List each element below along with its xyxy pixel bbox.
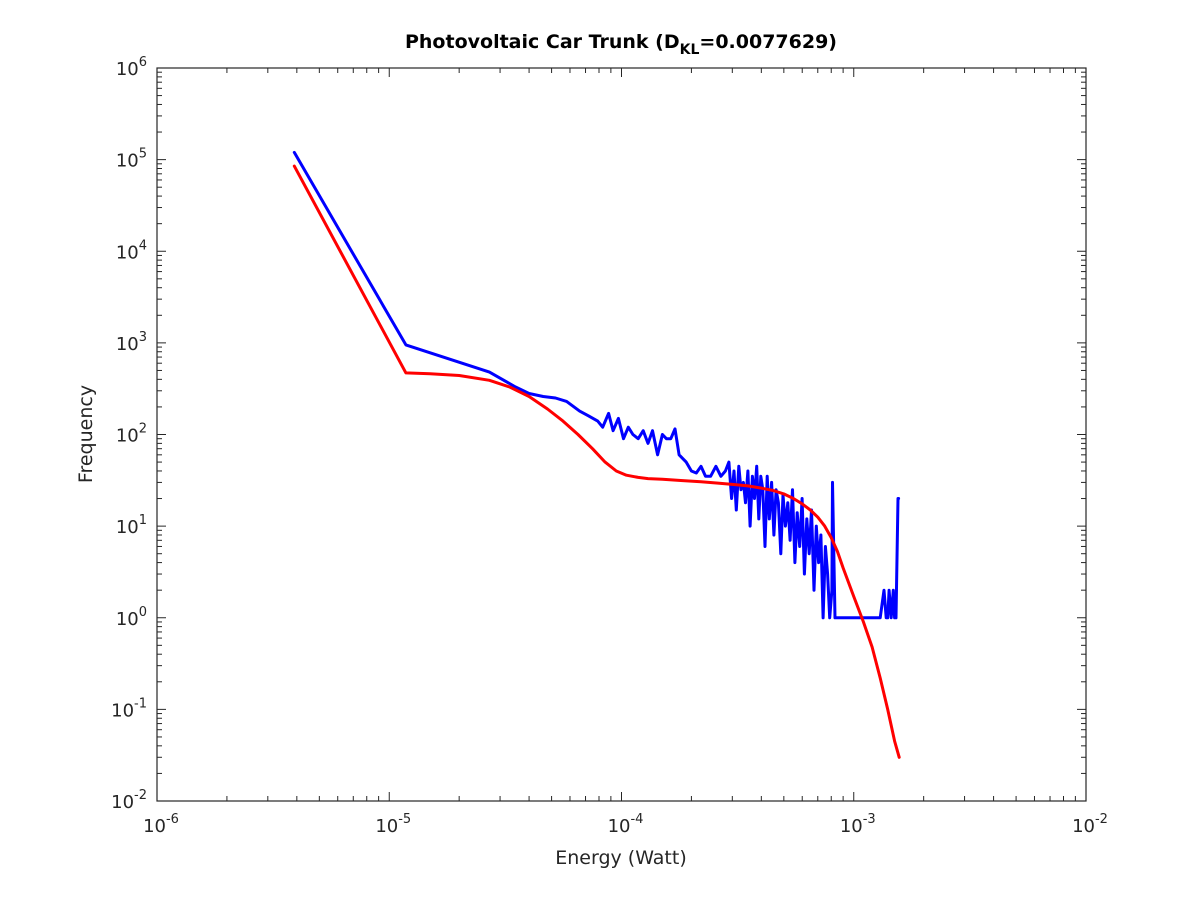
y-tick-label: 104	[116, 238, 147, 263]
y-tick-label: 103	[116, 330, 147, 355]
x-tick-label: 10-6	[143, 812, 179, 837]
x-axis-label: Energy (Watt)	[555, 847, 687, 869]
y-tick-label: 101	[116, 513, 147, 538]
axes-box	[156, 67, 1087, 802]
chart-title-prefix: Photovoltaic Car Trunk (D	[405, 31, 680, 53]
y-tick-label: 102	[116, 422, 147, 447]
tick-labels-layer: 10-6 10-5 10-4 10-3 10-2 10-2 10-1 100 101 102 103…	[111, 55, 1108, 837]
y-tick-label: 10-1	[111, 696, 147, 721]
series-layer	[292, 150, 901, 759]
x-tick-label: 10-4	[608, 812, 644, 837]
y-tick-label: 105	[116, 147, 147, 172]
y-tick-label: 10-2	[111, 788, 147, 813]
y-tick-label: 106	[116, 55, 147, 80]
series-line-2	[292, 164, 901, 759]
series-line-1	[292, 150, 901, 620]
x-tick-label: 10-5	[375, 812, 411, 837]
chart-title: Photovoltaic Car Trunk (DKL=0.0077629)	[405, 31, 837, 58]
x-tick-label: 10-2	[1072, 812, 1108, 837]
chart-title-subscript: KL	[680, 42, 700, 58]
y-axis-label: Frequency	[75, 385, 97, 483]
ticks-layer	[156, 67, 1087, 802]
y-tick-label: 100	[116, 605, 147, 630]
chart-title-suffix: =0.0077629)	[699, 31, 837, 53]
x-tick-label: 10-3	[840, 812, 876, 837]
